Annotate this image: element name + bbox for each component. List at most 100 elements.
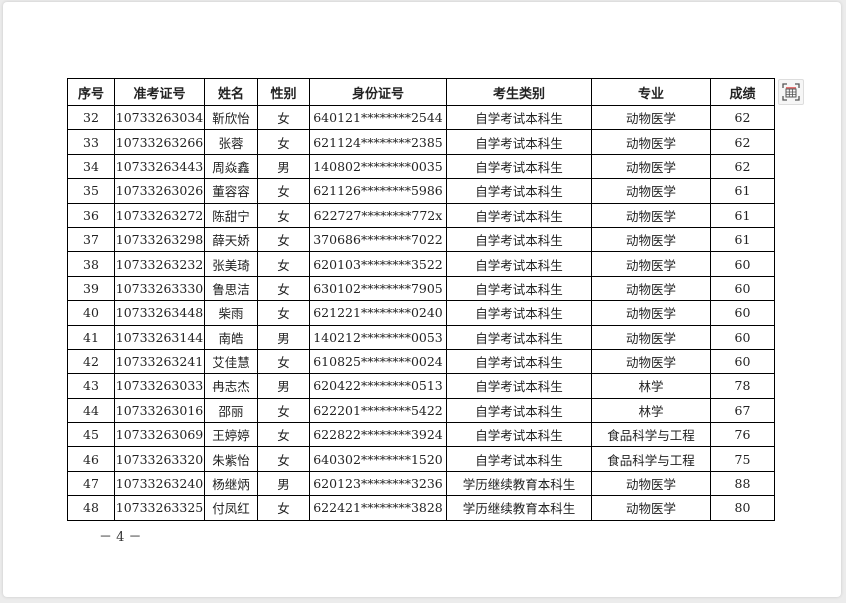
cell-major: 动物医学 xyxy=(591,153,711,180)
cell-seq: 36 xyxy=(67,202,115,228)
cell-exam-id: 10733263033 xyxy=(114,373,205,399)
cell-name: 朱紫怡 xyxy=(204,446,258,472)
cell-category: 自学考试本科生 xyxy=(446,397,592,424)
column-header-gender: 性别 xyxy=(257,78,310,106)
cell-category: 学历继续教育本科生 xyxy=(446,470,592,497)
cell-id-number: 620103********3522 xyxy=(309,251,447,277)
cell-seq: 34 xyxy=(67,153,115,180)
column-header-category: 考生类别 xyxy=(446,78,592,106)
cell-seq: 39 xyxy=(67,275,115,302)
cell-major: 动物医学 xyxy=(591,226,711,253)
cell-category: 自学考试本科生 xyxy=(446,422,592,448)
cell-gender: 男 xyxy=(257,470,310,497)
score-table: 序号 准考证号 姓名 性别 身份证号 考生类别 专业 成绩 32 10733263034 靳欣怡女… xyxy=(67,78,775,521)
cell-name: 薛天娇 xyxy=(204,226,258,253)
cell-exam-id: 10733263016 xyxy=(114,397,205,424)
cell-name: 冉志杰 xyxy=(204,373,258,399)
cell-score: 60 xyxy=(710,300,775,326)
cell-category: 自学考试本科生 xyxy=(446,251,592,277)
cell-score: 75 xyxy=(710,446,775,472)
cell-seq: 45 xyxy=(67,422,115,448)
cell-major: 动物医学 xyxy=(591,300,711,326)
cell-exam-id: 10733263325 xyxy=(114,495,205,521)
cell-score: 60 xyxy=(710,348,775,375)
cell-seq: 48 xyxy=(67,495,115,521)
cell-category: 自学考试本科生 xyxy=(446,324,592,350)
cell-gender: 女 xyxy=(257,178,310,204)
table-extract-button[interactable] xyxy=(778,79,804,105)
cell-gender: 女 xyxy=(257,251,310,277)
cell-major: 动物医学 xyxy=(591,104,711,131)
cell-id-number: 610825********0024 xyxy=(309,348,447,375)
cell-exam-id: 10733263272 xyxy=(114,202,205,228)
cell-id-number: 630102********7905 xyxy=(309,275,447,302)
column-header-name: 姓名 xyxy=(204,78,258,106)
cell-gender: 女 xyxy=(257,495,310,521)
table-row: 41 10733263144 南皓男 140212********0053 自学考试本科… xyxy=(67,324,775,350)
cell-exam-id: 10733263034 xyxy=(114,104,205,131)
cell-gender: 女 xyxy=(257,300,310,326)
cell-category: 学历继续教育本科生 xyxy=(446,495,592,521)
table-row: 43 10733263033 冉志杰男 620422********0513 自学考试本… xyxy=(67,373,775,399)
column-header-score: 成绩 xyxy=(710,78,775,106)
cell-major: 食品科学与工程 xyxy=(591,446,711,472)
table-row: 39 10733263330 鲁思洁女 630102********7905 自学考试本… xyxy=(67,275,775,302)
cell-seq: 41 xyxy=(67,324,115,350)
cell-id-number: 622727********772x xyxy=(309,202,447,228)
cell-major: 动物医学 xyxy=(591,470,711,497)
page-number: － 4 － xyxy=(99,530,142,545)
cell-score: 60 xyxy=(710,275,775,302)
cell-score: 60 xyxy=(710,324,775,350)
cell-seq: 42 xyxy=(67,348,115,375)
cell-name: 张美琦 xyxy=(204,251,258,277)
cell-name: 艾佳慧 xyxy=(204,348,258,375)
table-row: 34 10733263443 周焱鑫男 140802********0035 自学考试本… xyxy=(67,153,775,180)
cell-exam-id: 10733263320 xyxy=(114,446,205,472)
cell-gender: 男 xyxy=(257,324,310,350)
cell-name: 鲁思洁 xyxy=(204,275,258,302)
cell-id-number: 622201********5422 xyxy=(309,397,447,424)
cell-category: 自学考试本科生 xyxy=(446,153,592,180)
cell-major: 动物医学 xyxy=(591,495,711,521)
cell-exam-id: 10733263298 xyxy=(114,226,205,253)
cell-seq: 43 xyxy=(67,373,115,399)
table-row: 38 10733263232 张美琦女 620103********3522 自学考试本… xyxy=(67,251,775,277)
cell-score: 62 xyxy=(710,129,775,155)
table-row: 47 10733263240 杨继炳男 620123********3236 学历继续教… xyxy=(67,470,775,497)
cell-seq: 44 xyxy=(67,397,115,424)
cell-category: 自学考试本科生 xyxy=(446,226,592,253)
table-row: 48 10733263325 付凤红女 622421********3828 学历继续教… xyxy=(67,495,775,521)
cell-id-number: 140212********0053 xyxy=(309,324,447,350)
cell-id-number: 621124********2385 xyxy=(309,129,447,155)
table-row: 33 10733263266 张蓉女 621124********2385 自学考试本科… xyxy=(67,129,775,155)
cell-name: 陈甜宁 xyxy=(204,202,258,228)
cell-gender: 女 xyxy=(257,129,310,155)
cell-id-number: 621126********5986 xyxy=(309,178,447,204)
cell-gender: 女 xyxy=(257,422,310,448)
cell-major: 林学 xyxy=(591,397,711,424)
cell-name: 邵丽 xyxy=(204,397,258,424)
cell-gender: 女 xyxy=(257,275,310,302)
cell-id-number: 140802********0035 xyxy=(309,153,447,180)
cell-id-number: 621221********0240 xyxy=(309,300,447,326)
cell-category: 自学考试本科生 xyxy=(446,446,592,472)
cell-category: 自学考试本科生 xyxy=(446,348,592,375)
cell-major: 动物医学 xyxy=(591,202,711,228)
cell-score: 67 xyxy=(710,397,775,424)
cell-name: 靳欣怡 xyxy=(204,104,258,131)
cell-score: 60 xyxy=(710,251,775,277)
cell-gender: 女 xyxy=(257,202,310,228)
column-header-major: 专业 xyxy=(591,78,711,106)
table-extract-icon xyxy=(782,83,800,101)
cell-score: 61 xyxy=(710,202,775,228)
cell-gender: 女 xyxy=(257,226,310,253)
cell-exam-id: 10733263443 xyxy=(114,153,205,180)
cell-major: 动物医学 xyxy=(591,324,711,350)
cell-major: 动物医学 xyxy=(591,348,711,375)
cell-score: 76 xyxy=(710,422,775,448)
table-row: 36 10733263272 陈甜宁女 622727********772x 自学考试本… xyxy=(67,202,775,228)
cell-seq: 47 xyxy=(67,470,115,497)
cell-seq: 33 xyxy=(67,129,115,155)
cell-name: 周焱鑫 xyxy=(204,153,258,180)
cell-id-number: 622421********3828 xyxy=(309,495,447,521)
